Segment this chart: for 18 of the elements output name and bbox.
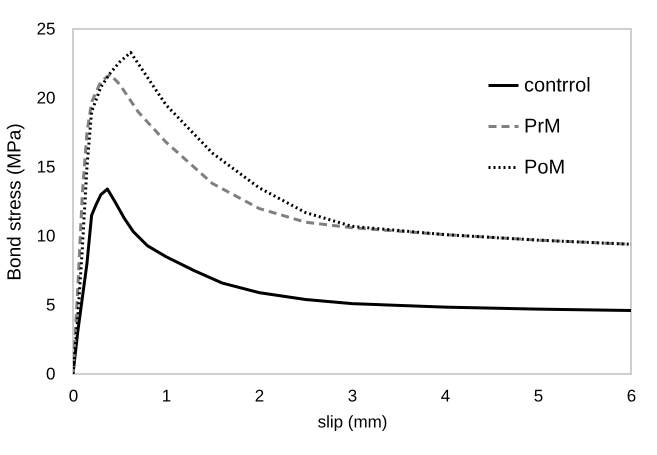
x-tick-label: 2 [254, 386, 264, 406]
x-tick-label: 4 [440, 386, 450, 406]
y-tick-label: 5 [46, 296, 56, 314]
y-tick-label: 20 [36, 88, 56, 108]
x-tick-label: 0 [68, 386, 78, 406]
legend-label: PoM [524, 156, 566, 178]
x-tick-label: 6 [626, 386, 636, 406]
x-tick-label: 1 [162, 386, 172, 406]
y-tick-label: 15 [36, 158, 56, 176]
y-axis-title: Bond stress (MPa) [4, 123, 26, 281]
legend-label: PrM [524, 116, 561, 138]
y-tick-label: 25 [36, 20, 56, 38]
x-axis-title: slip (mm) [318, 412, 388, 432]
x-tick-label: 3 [348, 386, 358, 406]
y-tick-label: 0 [46, 364, 56, 384]
y-tick-label: 10 [36, 226, 56, 246]
x-tick-label: 5 [534, 386, 544, 406]
legend-label: contrrol [524, 74, 591, 96]
